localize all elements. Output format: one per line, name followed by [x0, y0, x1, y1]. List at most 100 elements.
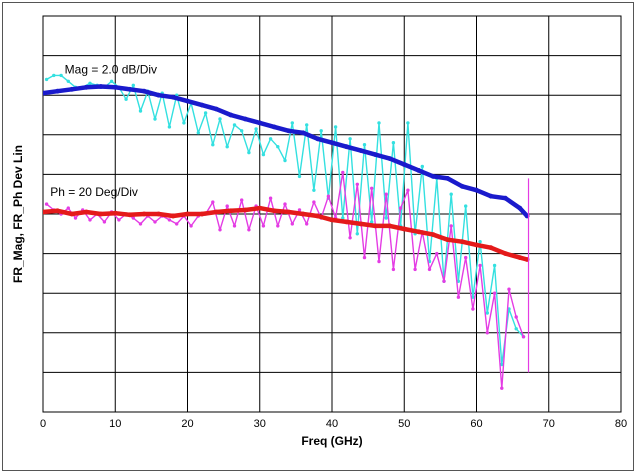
data-point	[43, 90, 46, 96]
data-point	[503, 195, 508, 201]
data-point	[406, 188, 410, 192]
data-point	[459, 183, 465, 189]
annotation-label: Ph = 20 Deg/Div	[50, 185, 138, 199]
data-point	[492, 263, 497, 268]
data-point	[449, 224, 453, 228]
data-point	[377, 121, 381, 125]
data-point	[112, 210, 118, 216]
x-tick-label: 20	[181, 418, 193, 430]
data-point	[329, 217, 335, 223]
data-point	[102, 220, 107, 224]
data-point	[387, 223, 393, 229]
data-point	[500, 386, 504, 390]
data-point	[55, 208, 60, 214]
data-point	[420, 164, 424, 169]
data-point	[300, 130, 306, 136]
data-point	[83, 84, 89, 90]
data-point	[88, 81, 92, 86]
data-point	[153, 117, 157, 121]
data-point	[283, 202, 287, 206]
data-point	[478, 263, 482, 268]
data-point	[416, 168, 422, 173]
data-point	[283, 158, 287, 163]
data-point	[228, 208, 234, 214]
x-tick-label: 40	[326, 418, 338, 430]
data-point	[240, 198, 244, 202]
data-point	[474, 187, 479, 193]
data-point	[214, 106, 219, 112]
data-point	[261, 152, 266, 157]
data-point	[69, 86, 75, 92]
x-tick-label: 0	[40, 418, 46, 430]
data-point	[401, 226, 407, 232]
data-point	[326, 194, 331, 198]
data-point	[464, 204, 468, 208]
data-point	[66, 206, 71, 210]
data-point	[124, 97, 128, 101]
data-point	[362, 143, 367, 147]
data-point	[55, 88, 60, 94]
data-point	[456, 295, 461, 299]
data-point	[286, 128, 291, 134]
data-point	[66, 79, 71, 84]
data-point	[355, 182, 359, 186]
data-point	[488, 193, 494, 199]
data-point	[138, 222, 143, 226]
data-point	[276, 224, 280, 228]
data-point	[341, 170, 345, 175]
data-point	[153, 220, 157, 224]
data-point	[370, 186, 374, 190]
data-point	[232, 224, 237, 228]
data-point	[348, 236, 352, 240]
data-point	[127, 212, 133, 218]
data-point	[98, 84, 104, 89]
data-point	[333, 125, 338, 129]
data-point	[261, 224, 266, 228]
data-point	[257, 205, 263, 211]
data-point	[59, 73, 63, 78]
data-point	[117, 218, 121, 222]
series-phase-smooth	[43, 205, 530, 262]
data-point	[225, 204, 229, 208]
data-point	[271, 124, 277, 130]
data-point	[271, 208, 277, 214]
data-point	[384, 192, 388, 196]
data-point	[52, 73, 56, 78]
data-point	[297, 208, 302, 212]
data-point	[254, 127, 258, 131]
x-tick-label: 60	[470, 418, 482, 430]
data-point	[156, 92, 162, 98]
data-point	[391, 141, 396, 145]
data-point	[500, 362, 504, 367]
data-point	[372, 152, 378, 158]
data-point	[370, 220, 374, 224]
data-point	[214, 209, 219, 215]
data-point	[430, 232, 436, 238]
data-point	[507, 287, 511, 291]
series-mag-smooth	[43, 84, 530, 219]
data-point	[305, 222, 309, 226]
y-axis-title: FR_Mag, FR_Ph Dev Lin	[11, 145, 25, 283]
data-point	[319, 129, 323, 133]
data-point	[471, 307, 475, 311]
x-tick-label: 50	[398, 418, 410, 430]
data-point	[297, 174, 302, 179]
data-point	[362, 255, 367, 260]
data-point	[387, 156, 393, 162]
data-point	[156, 211, 162, 217]
data-point	[464, 255, 468, 260]
data-point	[228, 112, 234, 118]
data-point	[344, 144, 349, 150]
data-point	[416, 229, 422, 235]
data-point	[167, 218, 172, 222]
data-point	[372, 223, 378, 229]
data-point	[478, 240, 482, 244]
data-point	[401, 162, 407, 167]
data-point	[43, 209, 46, 215]
data-point	[211, 200, 215, 204]
data-point	[196, 131, 200, 135]
data-point	[521, 335, 526, 339]
data-point	[384, 216, 388, 220]
data-point	[435, 251, 439, 256]
